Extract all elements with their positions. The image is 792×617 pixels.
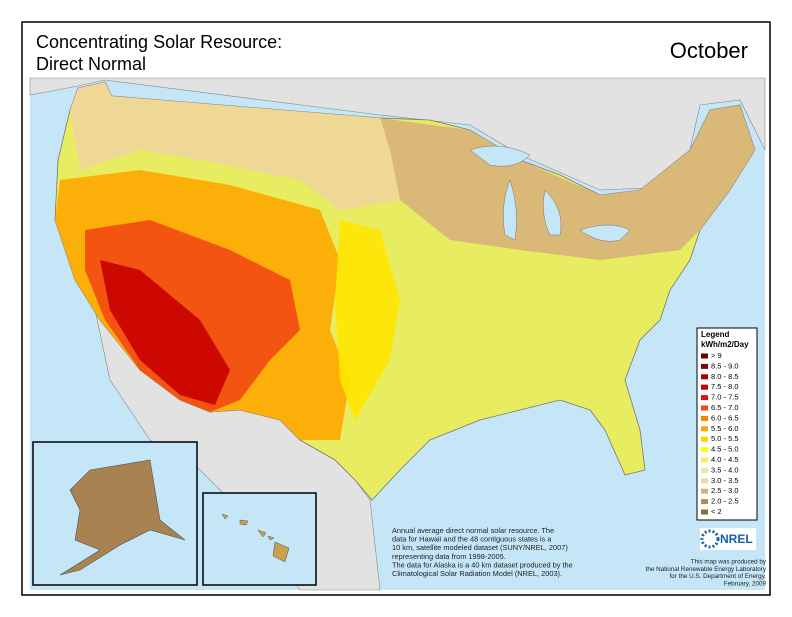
legend-swatch bbox=[701, 426, 708, 432]
legend-swatch bbox=[701, 478, 708, 484]
legend-unit: kWh/m2/Day bbox=[701, 340, 749, 349]
legend-swatch bbox=[701, 415, 708, 421]
legend-label: 3.5 - 4.0 bbox=[711, 465, 739, 474]
legend-items: > 98.5 - 9.08.0 - 8.57.5 - 8.07.0 - 7.56… bbox=[701, 351, 739, 516]
note-line: representing data from 1998-2005. bbox=[392, 552, 506, 561]
legend-title: Legend bbox=[701, 330, 730, 339]
legend-label: 6.0 - 6.5 bbox=[711, 413, 739, 422]
legend-swatch bbox=[701, 467, 708, 473]
legend-label: 7.0 - 7.5 bbox=[711, 393, 739, 402]
legend-swatch bbox=[701, 488, 708, 494]
legend-swatch bbox=[701, 405, 708, 411]
legend-label: 5.0 - 5.5 bbox=[711, 434, 739, 443]
legend-swatch bbox=[701, 509, 708, 515]
logo-mark bbox=[700, 529, 720, 549]
legend-swatch bbox=[701, 436, 708, 442]
legend-swatch bbox=[701, 395, 708, 401]
logo-box bbox=[700, 528, 756, 550]
credit-line: for the U.S. Department of Energy. bbox=[670, 573, 767, 580]
legend-label: 4.5 - 5.0 bbox=[711, 445, 739, 454]
logo-text: NREL bbox=[720, 532, 753, 546]
legend-swatch bbox=[701, 363, 708, 369]
great-lakes bbox=[469, 145, 631, 242]
legend-swatch bbox=[701, 499, 708, 505]
hawaii-inset bbox=[202, 492, 317, 586]
southwest-peak bbox=[100, 260, 230, 405]
legend-box bbox=[696, 327, 758, 521]
legend-label: 3.0 - 3.5 bbox=[711, 476, 739, 485]
credit-line: February, 2009 bbox=[724, 580, 767, 587]
north-mid bbox=[70, 82, 400, 210]
legend-swatch bbox=[701, 457, 708, 463]
note-line: data for Hawaii and the 48 contiguous st… bbox=[392, 535, 552, 544]
title-line: Concentrating Solar Resource: bbox=[36, 32, 282, 52]
alaska bbox=[59, 459, 186, 576]
note-line: Annual average direct normal solar resou… bbox=[392, 526, 554, 535]
legend-swatch bbox=[701, 374, 708, 380]
legend-label: 8.0 - 8.5 bbox=[711, 372, 739, 381]
credit-line: This map was produced by bbox=[691, 559, 767, 566]
legend-label: > 9 bbox=[711, 351, 722, 360]
month: October bbox=[670, 38, 748, 63]
legend-label: 5.5 - 6.0 bbox=[711, 424, 739, 433]
northeast-low bbox=[380, 105, 755, 260]
note-line: The data for Alaska is a 40 km dataset p… bbox=[392, 560, 573, 569]
legend-label: 4.0 - 4.5 bbox=[711, 455, 739, 464]
legend-swatch bbox=[701, 353, 708, 359]
legend-label: 2.0 - 2.5 bbox=[711, 497, 739, 506]
note-line: Climatological Solar Radiation Model (NR… bbox=[392, 569, 562, 578]
notes: Annual average direct normal solar resou… bbox=[392, 526, 573, 578]
legend-swatch bbox=[701, 447, 708, 453]
note-line: 10 km, satellite modeled dataset (SUNY/N… bbox=[392, 543, 568, 552]
title-line: Direct Normal bbox=[36, 54, 146, 74]
plains-high bbox=[335, 220, 400, 420]
legend-swatch bbox=[701, 384, 708, 390]
legend-label: < 2 bbox=[711, 507, 722, 516]
canada bbox=[29, 77, 766, 191]
legend-label: 8.5 - 9.0 bbox=[711, 361, 739, 370]
title: Concentrating Solar Resource:Direct Norm… bbox=[36, 32, 282, 74]
credit-line: the National Renewable Energy Laboratory bbox=[646, 566, 767, 573]
legend-label: 6.5 - 7.0 bbox=[711, 403, 739, 412]
hawaii bbox=[221, 513, 290, 563]
legend-label: 7.5 - 8.0 bbox=[711, 382, 739, 391]
legend-label: 2.5 - 3.0 bbox=[711, 486, 739, 495]
